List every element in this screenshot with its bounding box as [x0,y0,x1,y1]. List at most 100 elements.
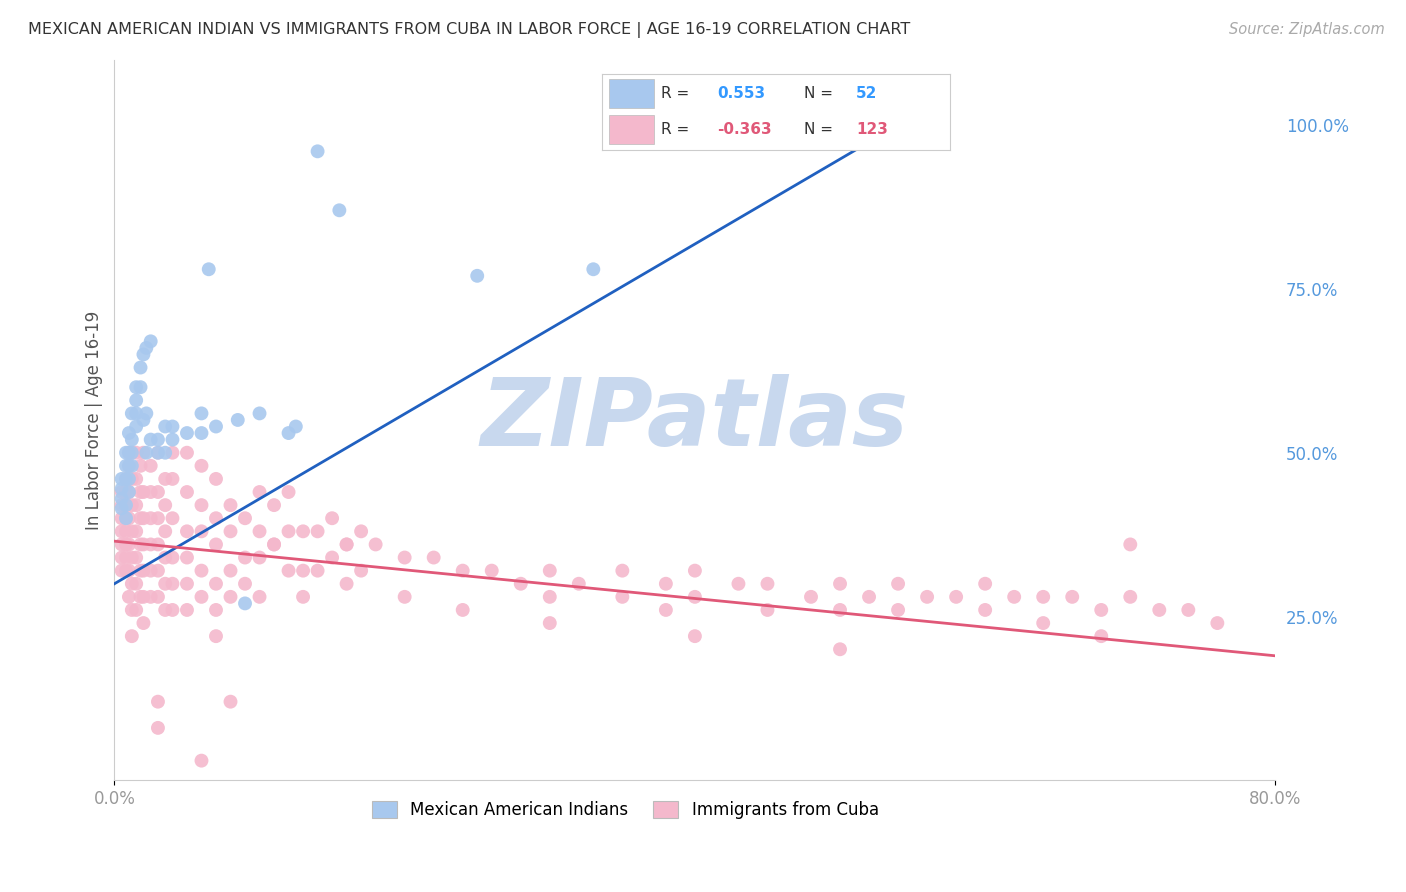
Point [1149,603,1171,617]
Point [125,446,148,460]
Point [538,564,561,578]
Point [538,615,561,630]
Y-axis label: In Labor Force | Age 16-19: In Labor Force | Age 16-19 [86,310,103,530]
Point [612,590,634,604]
Point [1119,537,1142,551]
Point [509,576,531,591]
Point [394,590,416,604]
Point [146,721,169,735]
Point [683,564,706,578]
Point [249,485,271,500]
Point [582,262,605,277]
Point [612,564,634,578]
Point [205,419,228,434]
Point [162,472,184,486]
Point [974,576,997,591]
Point [1206,615,1229,630]
Point [132,564,155,578]
Point [118,511,141,525]
Point [422,550,444,565]
Point [683,629,706,643]
Point [219,695,242,709]
Point [153,446,176,460]
Point [277,425,299,440]
Point [139,334,162,349]
Point [139,511,162,525]
Point [945,590,967,604]
Point [233,576,256,591]
Point [125,498,148,512]
Point [121,603,143,617]
Point [858,590,880,604]
Point [190,754,212,768]
Point [125,393,148,408]
Point [153,576,176,591]
Point [1062,590,1084,604]
Point [219,524,242,539]
Point [205,603,228,617]
Point [111,524,134,539]
Point [249,590,271,604]
Point [146,433,169,447]
Point [125,550,148,565]
Point [727,576,749,591]
Point [121,550,143,565]
Point [146,446,169,460]
Point [111,550,134,565]
Point [1090,629,1112,643]
Point [132,413,155,427]
Point [1002,590,1025,604]
Point [115,446,138,460]
Point [277,564,299,578]
Point [118,472,141,486]
Point [190,458,212,473]
Point [176,425,198,440]
Point [132,537,155,551]
Point [111,482,134,496]
Point [115,564,138,578]
Point [132,347,155,361]
Point [249,524,271,539]
Point [205,472,228,486]
Point [197,262,219,277]
Point [1090,603,1112,617]
Point [233,511,256,525]
Point [190,498,212,512]
Point [111,491,134,506]
Point [115,524,138,539]
Point [887,603,910,617]
Point [828,603,851,617]
Point [121,472,143,486]
Point [118,485,141,500]
Point [118,485,141,500]
Point [132,511,155,525]
Point [307,524,329,539]
Point [153,498,176,512]
Point [277,485,299,500]
Point [205,537,228,551]
Point [125,576,148,591]
Point [336,537,359,551]
Point [125,419,148,434]
Point [125,380,148,394]
Point [146,446,169,460]
Point [284,419,307,434]
Point [190,425,212,440]
Point [111,511,134,525]
Point [153,550,176,565]
Point [129,590,152,604]
Point [307,145,329,159]
Point [139,590,162,604]
Point [121,458,143,473]
Point [321,511,343,525]
Point [307,564,329,578]
Point [655,576,678,591]
Point [146,537,169,551]
Point [465,268,488,283]
Point [118,537,141,551]
Point [115,511,138,525]
Point [205,511,228,525]
Point [111,472,134,486]
Point [118,446,141,460]
Point [451,564,474,578]
